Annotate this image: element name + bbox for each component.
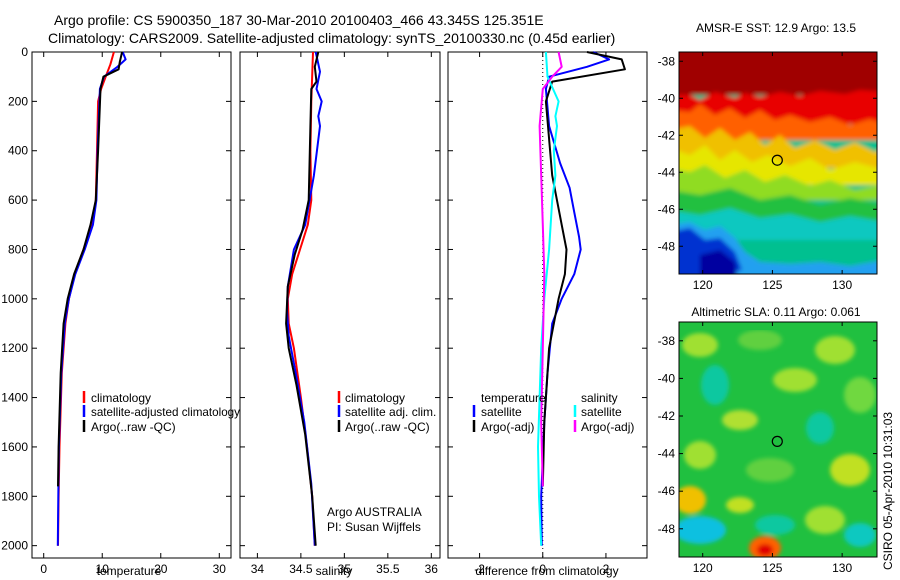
x-tick-label: 34 bbox=[251, 562, 265, 576]
lat-tick-label: -46 bbox=[658, 484, 676, 498]
x-tick-label: 35.5 bbox=[376, 562, 400, 576]
lat-tick-label: -48 bbox=[658, 522, 676, 536]
x-tick-label: 35 bbox=[338, 562, 352, 576]
x-tick-label: 36 bbox=[425, 562, 439, 576]
legend-label-argo: Argo(..raw -QC) bbox=[91, 420, 176, 434]
sla-map-title: Altimetric SLA: 0.11 Argo: 0.061 bbox=[691, 305, 861, 319]
sla-map-field bbox=[679, 322, 877, 557]
salinity-panel: 34 34.5 35 35.5 36 salinity climatology sate… bbox=[239, 51, 441, 578]
temperature-lines bbox=[56, 51, 127, 546]
lat-tick-label: -46 bbox=[658, 202, 676, 216]
depth-axis: 0 200 400 600 800 1000 1200 1400 1600 1800 2000 bbox=[1, 45, 231, 553]
salinity-xlabel: salinity bbox=[316, 564, 353, 578]
legend-label-climatology: climatology bbox=[91, 391, 151, 405]
salinity-y-ticks bbox=[240, 51, 440, 547]
lon-tick-label: 125 bbox=[762, 278, 782, 292]
series-line-satellite bbox=[537, 51, 560, 546]
depth-tick-label: 0 bbox=[21, 45, 28, 59]
salinity-x-axis: 34 34.5 35 35.5 36 bbox=[251, 52, 439, 576]
legend-header-salinity: salinity bbox=[581, 391, 618, 405]
lat-tick-label: -40 bbox=[658, 91, 676, 105]
header-line-2: Climatology: CARS2009. Satellite-adjuste… bbox=[48, 30, 615, 46]
difference-panel: -2 0 2 difference from climatology tempera… bbox=[447, 51, 648, 578]
legend-label-satellite: satellite-adjusted climatology bbox=[91, 405, 240, 419]
depth-tick-label: 1800 bbox=[1, 489, 28, 503]
temperature-legend: climatology satellite-adjusted climatolo… bbox=[82, 391, 240, 434]
difference-axes-frame bbox=[447, 51, 648, 559]
sla-argo-location-marker bbox=[771, 435, 783, 447]
x-tick-label: 2 bbox=[603, 562, 610, 576]
depth-tick-label: 1000 bbox=[1, 292, 28, 306]
lon-tick-label: 120 bbox=[693, 561, 713, 575]
series-line-satellite-adj-clim bbox=[286, 51, 323, 546]
salinity-axes-frame bbox=[239, 51, 441, 559]
header-line-1: Argo profile: CS 5900350_187 30-Mar-2010… bbox=[54, 12, 544, 28]
sla-map-frame bbox=[678, 321, 878, 558]
legend-label-argo: Argo(..raw -QC) bbox=[345, 420, 430, 434]
sst-argo-location-marker bbox=[771, 154, 783, 166]
lat-tick-label: -48 bbox=[658, 239, 676, 253]
depth-tick-label: 600 bbox=[8, 193, 28, 207]
lat-tick-label: -38 bbox=[658, 54, 676, 68]
lon-tick-label: 120 bbox=[693, 278, 713, 292]
legend-label-temp-satellite: satellite bbox=[481, 405, 522, 419]
x-tick-label: 0 bbox=[40, 562, 47, 576]
legend-header-temperature: temperature bbox=[481, 391, 546, 405]
lat-tick-label: -42 bbox=[658, 409, 676, 423]
legend-label-satellite: satellite adj. clim. bbox=[345, 405, 436, 419]
depth-tick-label: 1600 bbox=[1, 440, 28, 454]
temperature-panel: 0 200 400 600 800 1000 1200 1400 1600 1800 2000 0 1… bbox=[1, 45, 240, 578]
x-tick-label: -2 bbox=[474, 562, 485, 576]
x-tick-label: 30 bbox=[213, 562, 227, 576]
series-line-argo-raw-qc bbox=[285, 51, 320, 546]
temperature-xlabel: temperature bbox=[97, 564, 162, 578]
lon-tick-label: 130 bbox=[832, 561, 852, 575]
credit-timestamp: CSIRO 05-Apr-2010 10:31:03 bbox=[881, 412, 895, 570]
lon-tick-label: 125 bbox=[762, 561, 782, 575]
lat-tick-label: -42 bbox=[658, 128, 676, 142]
legend-label-temp-argo: Argo(-adj) bbox=[481, 420, 534, 434]
lat-tick-label: -38 bbox=[658, 334, 676, 348]
lat-tick-label: -44 bbox=[658, 447, 676, 461]
temperature-x-axis: 0 10 20 30 bbox=[40, 52, 226, 576]
depth-tick-label: 800 bbox=[8, 242, 28, 256]
x-tick-label: 34.5 bbox=[289, 562, 313, 576]
sst-map-axes: 120 125 130 -38 -40 -42 -44 -46 -48 bbox=[658, 52, 877, 292]
sst-map-frame bbox=[678, 51, 878, 275]
lat-tick-label: -44 bbox=[658, 165, 676, 179]
lon-tick-label: 130 bbox=[832, 278, 852, 292]
series-line-argo-raw-qc bbox=[57, 51, 124, 487]
legend-label-climatology: climatology bbox=[345, 391, 405, 405]
x-tick-label: 20 bbox=[154, 562, 168, 576]
sla-map-axes: 120 125 130 -38 -40 -42 -44 -46 -48 bbox=[658, 322, 877, 575]
legend-label-sal-argo: Argo(-adj) bbox=[581, 420, 634, 434]
sst-map-title: AMSR-E SST: 12.9 Argo: 13.5 bbox=[696, 21, 856, 35]
series-line-argo-adj bbox=[541, 51, 626, 487]
difference-legend: temperature salinity satellite Argo(-adj… bbox=[472, 391, 634, 434]
series-line-argo-adj bbox=[538, 51, 563, 487]
x-tick-label: 10 bbox=[96, 562, 110, 576]
legend-label-sal-satellite: satellite bbox=[581, 405, 622, 419]
float-program-label: Argo AUSTRALIA bbox=[327, 505, 422, 519]
pi-label: PI: Susan Wijffels bbox=[327, 520, 421, 534]
depth-tick-label: 1400 bbox=[1, 391, 28, 405]
sst-map-panel: AMSR-E SST: 12.9 Argo: 13.5 120 125 130 -38… bbox=[658, 21, 878, 292]
depth-tick-label: 200 bbox=[8, 94, 28, 108]
depth-tick-label: 400 bbox=[8, 144, 28, 158]
difference-xlabel: difference from climatology bbox=[475, 564, 618, 578]
series-line-satellite bbox=[540, 51, 611, 546]
difference-x-axis: -2 0 2 bbox=[474, 52, 610, 576]
lat-tick-label: -40 bbox=[658, 371, 676, 385]
temperature-axes-frame bbox=[31, 51, 232, 559]
depth-tick-label: 2000 bbox=[1, 539, 28, 553]
depth-tick-label: 1200 bbox=[1, 341, 28, 355]
salinity-lines bbox=[285, 51, 323, 546]
x-tick-label: 0 bbox=[539, 562, 546, 576]
salinity-legend: climatology satellite adj. clim. Argo(..… bbox=[337, 391, 436, 434]
difference-y-ticks bbox=[448, 51, 647, 547]
sla-map-panel: Altimetric SLA: 0.11 Argo: 0.061 bbox=[658, 305, 878, 575]
series-line-climatology bbox=[57, 51, 115, 546]
difference-lines bbox=[537, 51, 626, 546]
